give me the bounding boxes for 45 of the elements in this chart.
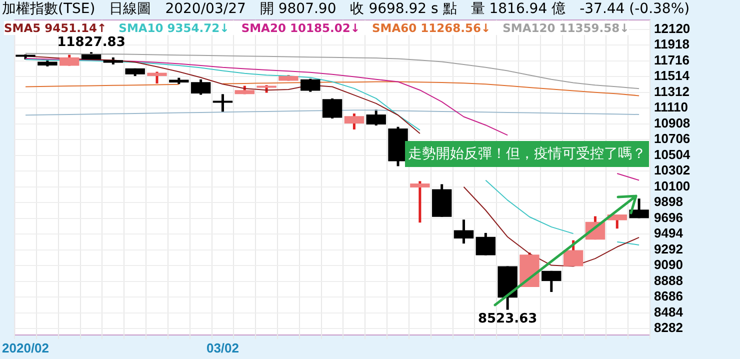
y-tick-label: 9696 — [654, 210, 683, 225]
candlestick — [366, 108, 386, 127]
chart-title: 加權指數(TSE) 日線圖 2020/03/27 開 9807.90 收 9698.92 s 點 量 1816.94 億 -37.44 (-0.38%) — [2, 0, 690, 18]
y-tick-label: 11514 — [654, 68, 690, 84]
candlestick — [344, 112, 364, 131]
candlestick — [300, 78, 320, 94]
candlestick — [454, 218, 474, 245]
y-tick-label: 9494 — [654, 226, 684, 241]
candlestick — [629, 197, 649, 220]
text: SMA20 10185.02↓ — [241, 21, 360, 35]
candlestick — [410, 180, 430, 224]
y-tick-label: 9292 — [654, 241, 683, 256]
candlestick — [476, 232, 496, 256]
y-tick-label: 12120 — [654, 20, 690, 36]
x-tick-label: 2020/02 — [2, 340, 50, 356]
y-tick-label: 10504 — [654, 146, 691, 162]
candlestick — [542, 270, 562, 294]
y-tick-label: 9898 — [654, 194, 683, 210]
y-tick-label: 11312 — [654, 84, 690, 99]
y-tick-label: 10908 — [654, 115, 690, 130]
y-tick-label: 11716 — [654, 52, 690, 68]
candlestick — [563, 239, 584, 268]
candlestick — [59, 54, 80, 68]
candlestick — [190, 78, 211, 96]
y-tick-label: 8282 — [654, 320, 683, 336]
text: SMA10 9354.72↓ — [118, 21, 230, 35]
annotation: 8523.63 — [478, 312, 538, 327]
y-tick-label: 10100 — [654, 178, 690, 194]
y-tick-label: 8484 — [654, 304, 684, 320]
y-tick-label: 8888 — [654, 272, 683, 288]
text: SMA5 9451.14↑ — [4, 21, 107, 35]
y-tick-label: 10302 — [654, 162, 690, 178]
text: SMA120 11359.58↓ — [502, 21, 630, 35]
x-tick-label: 03/02 — [206, 340, 240, 356]
candlestick — [147, 70, 167, 85]
annotation: 走勢開始反彈！但，疫情可受控了嗎？ — [405, 141, 649, 167]
candlestick — [212, 92, 233, 114]
annotation: 11827.83 — [57, 35, 126, 50]
candlestick — [322, 97, 342, 120]
y-tick-label: 11918 — [654, 36, 690, 52]
y-tick-label: 10706 — [654, 131, 690, 146]
y-tick-label: 9090 — [654, 257, 683, 272]
text: SMA60 11268.56↓ — [372, 21, 491, 35]
y-tick-label: 11110 — [654, 100, 688, 115]
y-tick-label: 8686 — [654, 288, 683, 304]
